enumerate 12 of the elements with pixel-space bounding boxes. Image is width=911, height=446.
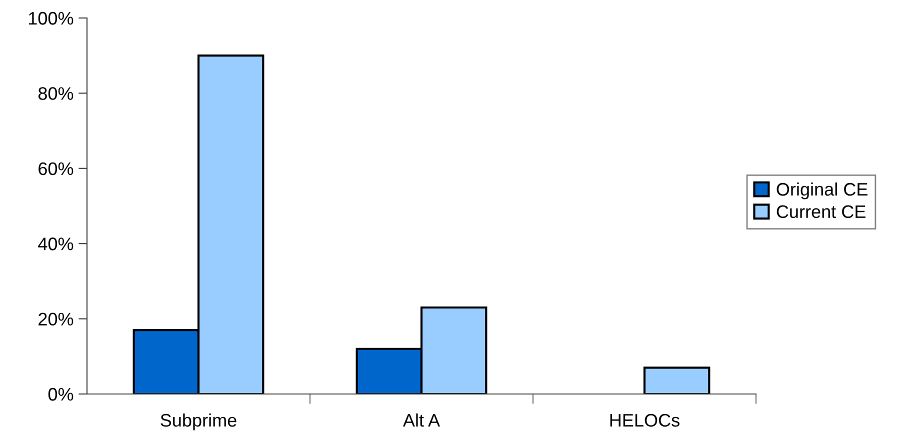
y-tick-label: 100% <box>29 12 74 25</box>
legend-label: Current CE <box>776 205 866 218</box>
legend-label: Original CE <box>776 182 868 200</box>
y-tick-label: 20% <box>38 312 74 326</box>
x-tick-label: Alt A <box>402 413 440 427</box>
x-tick-label: Subprime <box>160 413 236 430</box>
y-tick-label: 60% <box>38 162 74 176</box>
bar <box>643 366 710 394</box>
y-tick-label: 40% <box>38 238 74 250</box>
y-tick-label: 0% <box>48 388 74 401</box>
x-tick-label: HELOCs <box>610 414 680 427</box>
y-tick-label: 80% <box>38 87 74 100</box>
